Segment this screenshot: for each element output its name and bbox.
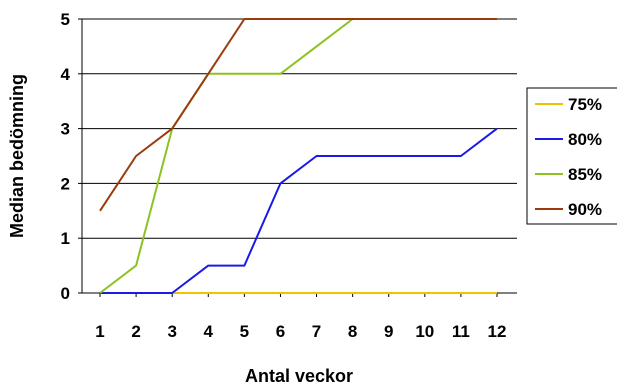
legend-label: 80%	[568, 130, 602, 149]
x-tick-label: 1	[95, 322, 104, 341]
x-tick-label: 3	[167, 322, 176, 341]
x-tick-label: 5	[240, 322, 249, 341]
series-line-4	[99, 18, 497, 212]
series-lines	[99, 18, 498, 294]
legend-label: 75%	[568, 95, 602, 114]
x-tick-labels: 1 2 3 4 5 6 7 8 9 10 11 12	[95, 293, 506, 341]
x-tick-label: 10	[415, 322, 434, 341]
x-tick-label: 4	[204, 322, 214, 341]
y-tick-label: 2	[61, 174, 70, 193]
x-tick-label: 2	[131, 322, 140, 341]
x-axis-title: Antal veckor	[245, 366, 353, 386]
y-tick-label: 3	[61, 120, 70, 139]
x-tick-label: 8	[348, 322, 357, 341]
x-tick-label: 12	[488, 322, 507, 341]
x-tick-label: 7	[312, 322, 321, 341]
gridlines	[82, 18, 517, 239]
y-tick-label: 0	[61, 284, 70, 303]
legend-label: 85%	[568, 165, 602, 184]
y-axis-title: Median bedömning	[7, 74, 27, 238]
y-tick-label: 4	[61, 65, 71, 84]
x-tick-label: 6	[276, 322, 285, 341]
y-tick-labels: 0 1 2 3 4 5	[61, 10, 82, 303]
x-tick-label: 11	[452, 322, 470, 341]
legend-label: 90%	[568, 200, 602, 219]
x-tick-label: 9	[384, 322, 393, 341]
legend: 75% 80% 85% 90%	[526, 87, 617, 225]
y-tick-label: 5	[61, 10, 70, 29]
legend-box	[526, 87, 617, 225]
series-line-2	[100, 127, 498, 294]
y-tick-label: 1	[61, 229, 70, 248]
